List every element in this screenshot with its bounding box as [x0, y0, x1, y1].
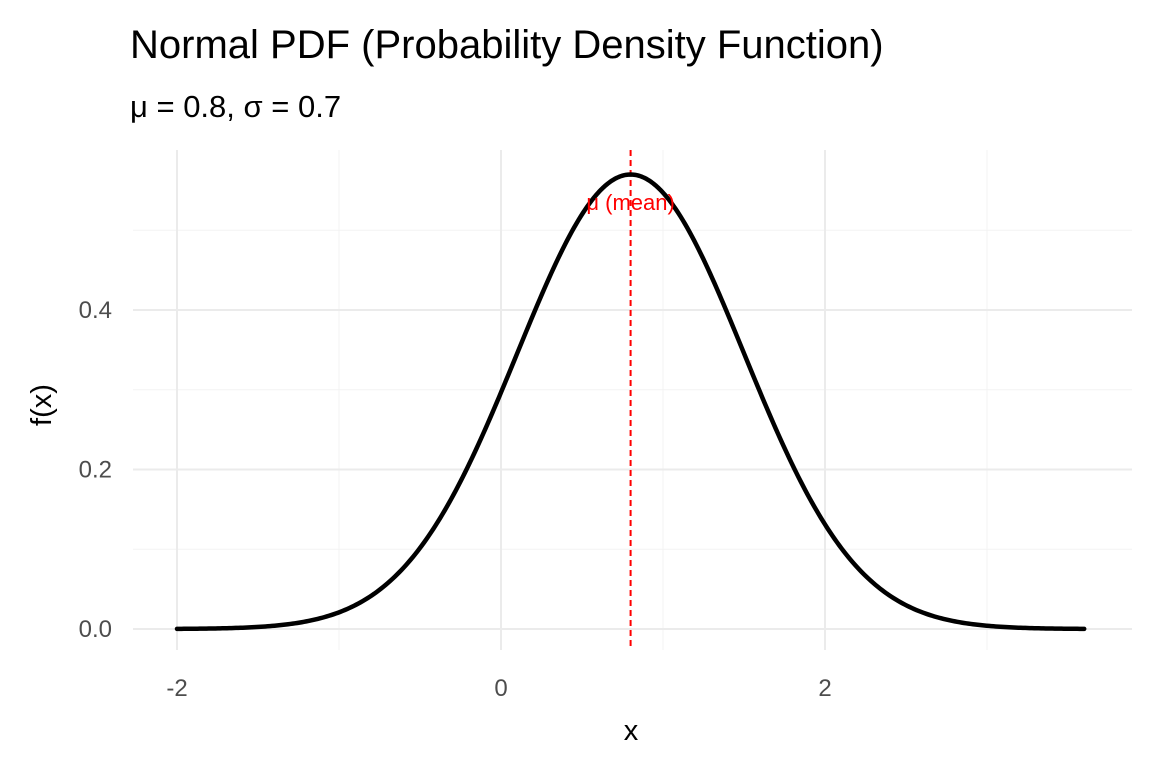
- y-tick-label: 0.2: [79, 457, 112, 484]
- x-tick-label: 2: [818, 675, 831, 702]
- y-tick-label: 0.0: [79, 616, 112, 643]
- x-tick-label: -2: [166, 675, 187, 702]
- y-tick-label: 0.4: [79, 297, 112, 324]
- chart-subtitle: μ = 0.8, σ = 0.7: [130, 89, 341, 124]
- chart-title: Normal PDF (Probability Density Function…: [130, 23, 884, 67]
- y-axis-title: f(x): [26, 384, 58, 426]
- grid: [133, 150, 1132, 650]
- x-axis-title: x: [624, 715, 639, 747]
- annotation-labels: μ (mean): [586, 190, 674, 215]
- density-curve: [174, 172, 1087, 632]
- tick-labels: -2 0 2 0.0 0.2 0.4: [79, 297, 832, 702]
- mean-label: μ (mean): [586, 190, 674, 215]
- series-layer: [174, 172, 1087, 632]
- x-tick-label: 0: [494, 675, 507, 702]
